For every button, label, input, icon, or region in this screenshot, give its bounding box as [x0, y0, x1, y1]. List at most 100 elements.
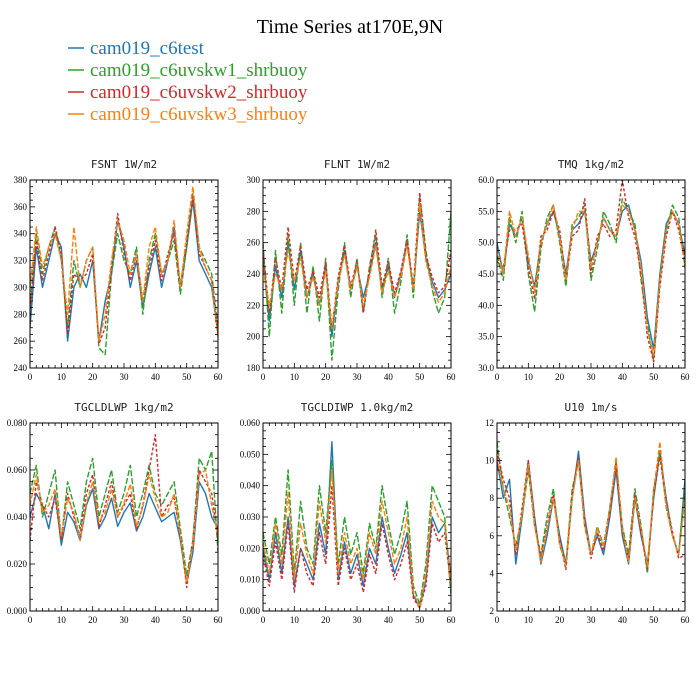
y-tick-label-u10: 2 [490, 606, 495, 616]
series-line-fsnt-4 [30, 185, 218, 342]
y-tick-label-fsnt: 260 [14, 336, 28, 346]
y-tick-label-tgcldlwp: 0.060 [7, 465, 28, 475]
legend-label-1: cam019_c6test [90, 38, 205, 59]
series-line-tgcldiwp-4 [263, 469, 451, 609]
series-group-tgcldiwp [263, 441, 451, 609]
x-tick-label-flnt: 10 [290, 372, 300, 382]
legend-entry-3: cam019_c6uvskw2_shrbuoy [68, 82, 308, 103]
x-tick-label-tgcldlwp: 0 [28, 615, 33, 625]
y-tick-label-flnt: 280 [247, 206, 261, 216]
legend-label-4: cam019_c6uvskw3_shrbuoy [90, 104, 308, 125]
x-tick-label-tmq: 20 [555, 372, 565, 382]
y-tick-label-tmq: 60.0 [478, 175, 494, 185]
series-line-fsnt-3 [30, 195, 218, 345]
y-tick-label-tmq: 35.0 [478, 332, 494, 342]
y-tick-label-tgcldlwp: 0.000 [7, 606, 28, 616]
panel-tmq: TMQ 1kg/m2 0 10 20 30 40 50 60 30.0 35.0 40.0 45.0 5… [478, 158, 690, 382]
x-tick-label-tgcldiwp: 50 [415, 615, 425, 625]
x-tick-label-flnt: 20 [321, 372, 331, 382]
x-tick-label-u10: 40 [618, 615, 628, 625]
panel-title-tgcldlwp: TGCLDLWP 1kg/m2 [74, 401, 173, 414]
series-line-tgcldlwp-3 [30, 434, 218, 589]
y-tick-label-tmq: 40.0 [478, 300, 494, 310]
legend-entry-4: cam019_c6uvskw3_shrbuoy [68, 104, 308, 125]
legend-label-2: cam019_c6uvskw1_shrbuoy [90, 60, 308, 81]
x-tick-label-tgcldiwp: 60 [447, 615, 457, 625]
x-tick-label-tgcldlwp: 30 [120, 615, 130, 625]
x-tick-label-flnt: 40 [384, 372, 394, 382]
y-tick-label-u10: 10 [485, 456, 495, 466]
x-tick-label-tgcldiwp: 40 [384, 615, 394, 625]
y-tick-label-u10: 8 [490, 493, 495, 503]
x-tick-label-tmq: 60 [681, 372, 691, 382]
series-group-u10 [497, 441, 685, 575]
panel-flnt: FLNT 1W/m2 0 10 20 30 40 50 60 180 200 220 240 260 28… [247, 158, 457, 382]
x-tick-label-fsnt: 50 [182, 372, 192, 382]
y-tick-label-fsnt: 300 [14, 282, 28, 292]
y-tick-label-flnt: 300 [247, 175, 261, 185]
y-tick-label-tmq: 55.0 [478, 206, 494, 216]
series-line-fsnt-2 [30, 192, 218, 356]
panel-title-tgcldiwp: TGCLDIWP 1.0kg/m2 [301, 401, 414, 414]
series-line-tgcldiwp-2 [263, 459, 451, 606]
panel-grid: FSNT 1W/m20 10 20 30 40 50 6024026028030032034… [7, 158, 690, 625]
x-tick-label-flnt: 30 [353, 372, 363, 382]
x-tick-label-u10: 10 [524, 615, 534, 625]
series-line-tgcldlwp-2 [30, 450, 218, 577]
x-tick-label-u10: 30 [587, 615, 597, 625]
y-tick-label-u10: 4 [490, 568, 495, 578]
x-tick-label-fsnt: 40 [151, 372, 161, 382]
y-tick-label-tmq: 30.0 [478, 363, 494, 373]
series-group-flnt [263, 191, 451, 361]
x-tick-label-tmq: 0 [495, 372, 500, 382]
y-tick-label-flnt: 220 [247, 300, 261, 310]
series-group-tgcldlwp [30, 434, 218, 589]
series-line-flnt-3 [263, 191, 451, 330]
x-tick-label-tgcldiwp: 30 [353, 615, 363, 625]
legend-entry-1: cam019_c6test [68, 38, 205, 59]
plot-frame-u10 [496, 422, 686, 612]
y-tick-label-u10: 6 [490, 531, 495, 541]
series-line-flnt-4 [263, 202, 451, 330]
y-tick-label-fsnt: 280 [14, 309, 28, 319]
panel-u10: U10 1m/s 0 10 20 30 40 50 60 2 4 6 8 10 12 [485, 401, 690, 625]
x-tick-label-tgcldiwp: 0 [261, 615, 266, 625]
x-tick-label-tgcldlwp: 20 [88, 615, 98, 625]
x-tick-label-u10: 50 [649, 615, 659, 625]
panel-title-tmq: TMQ 1kg/m2 [558, 158, 624, 171]
panel-tgcldiwp: TGCLDIWP 1.0kg/m2 0 10 20 30 40 50 60 0.000 0.010… [240, 401, 456, 625]
series-group-tmq [497, 180, 685, 363]
y-tick-label-flnt: 200 [247, 332, 261, 342]
x-tick-label-flnt: 0 [261, 372, 266, 382]
x-tick-label-tmq: 50 [649, 372, 659, 382]
x-tick-label-tgcldlwp: 60 [214, 615, 224, 625]
figure-title: Time Series at170E,9N [257, 16, 443, 38]
x-tick-label-tmq: 30 [587, 372, 597, 382]
y-tick-label-fsnt: 360 [14, 202, 28, 212]
y-tick-label-tgcldiwp: 0.000 [240, 606, 261, 616]
x-tick-label-u10: 0 [495, 615, 500, 625]
y-tick-label-tgcldiwp: 0.020 [240, 543, 261, 553]
series-line-tmq-2 [497, 198, 685, 363]
y-tick-label-flnt: 180 [247, 363, 261, 373]
legend: cam019_c6test cam019_c6uvskw1_shrbuoy ca… [68, 38, 308, 125]
legend-entry-2: cam019_c6uvskw1_shrbuoy [68, 60, 308, 81]
y-tick-label-fsnt: 340 [14, 229, 28, 239]
y-tick-label-tgcldiwp: 0.060 [240, 418, 261, 428]
y-tick-label-tgcldiwp: 0.050 [240, 449, 261, 459]
x-tick-label-tgcldlwp: 10 [57, 615, 67, 625]
y-tick-label-tgcldlwp: 0.020 [7, 559, 28, 569]
panel-title-fsnt: FSNT 1W/m2 [91, 158, 157, 171]
y-tick-label-tgcldiwp: 0.040 [240, 481, 261, 491]
series-line-tmq-4 [497, 204, 685, 357]
x-tick-label-u10: 60 [681, 615, 691, 625]
panel-tgcldlwp: TGCLDLWP 1kg/m2 0 10 20 30 40 50 60 0.000 0.020 0.… [7, 401, 223, 625]
x-tick-label-tgcldlwp: 50 [182, 615, 192, 625]
series-line-u10-4 [497, 441, 685, 567]
y-tick-label-tgcldlwp: 0.080 [7, 418, 28, 428]
x-tick-label-u10: 20 [555, 615, 565, 625]
y-tick-label-u10: 12 [485, 418, 494, 428]
panel-title-flnt: FLNT 1W/m2 [324, 158, 390, 171]
series-line-tmq-3 [497, 180, 685, 363]
x-tick-label-tmq: 40 [618, 372, 628, 382]
